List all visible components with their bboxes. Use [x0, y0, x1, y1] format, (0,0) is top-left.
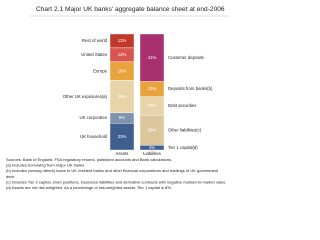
segment-name: Deposits from banks(b)	[168, 86, 213, 91]
segment-label: 12%	[118, 38, 127, 43]
segment-name: United States	[81, 52, 107, 57]
segment-name: Debt securities	[168, 103, 196, 108]
segment-name: Other UK exposures(a)	[63, 94, 108, 99]
segment-label: 16%	[148, 103, 157, 108]
segment-label: 9%	[119, 115, 125, 120]
bar-segment	[139, 114, 165, 146]
segment-label: 16%	[118, 68, 127, 73]
footnote: (c) Includes Tier 2 capital, short posit…	[6, 179, 227, 184]
bar-segment	[139, 145, 165, 151]
x-tick-label: Assets	[116, 151, 129, 156]
segment-name: Rest of world	[82, 38, 108, 43]
segment-name: UK household	[80, 134, 108, 139]
segment-label: 28%	[118, 94, 127, 99]
x-tick-label: Liabilities	[143, 151, 161, 156]
segment-name: Tier 1 capital(d)	[168, 145, 198, 150]
footnote: (a) Includes borrowing from major UK ban…	[6, 163, 85, 168]
footnote: debt.	[6, 174, 15, 179]
segment-label: 13%	[148, 86, 157, 91]
footnote: (b) Includes (among others) loans to UK …	[6, 168, 219, 173]
bar-segment	[109, 123, 135, 151]
segment-name: UK corporates	[80, 115, 107, 120]
segment-label: 23%	[118, 134, 127, 139]
segment-label: 4%	[149, 145, 155, 150]
segment-name: Customer deposits	[168, 55, 204, 60]
segment-name: Europe	[93, 68, 107, 73]
bar-segment	[109, 80, 135, 114]
footnote: (d) Assets are not risk-weighted. As a p…	[6, 185, 172, 190]
segment-label: 41%	[148, 55, 157, 60]
segment-label: 12%	[118, 52, 127, 57]
chart-title: Chart 2.1 Major UK banks' aggregate bala…	[36, 6, 225, 13]
segment-name: Other liabilities(c)	[168, 127, 202, 132]
footnote: Sources: Bank of England, FSA regulatory…	[6, 157, 172, 162]
segment-label: 26%	[148, 127, 157, 132]
chart: Chart 2.1 Major UK banks' aggregate bala…	[6, 6, 229, 190]
